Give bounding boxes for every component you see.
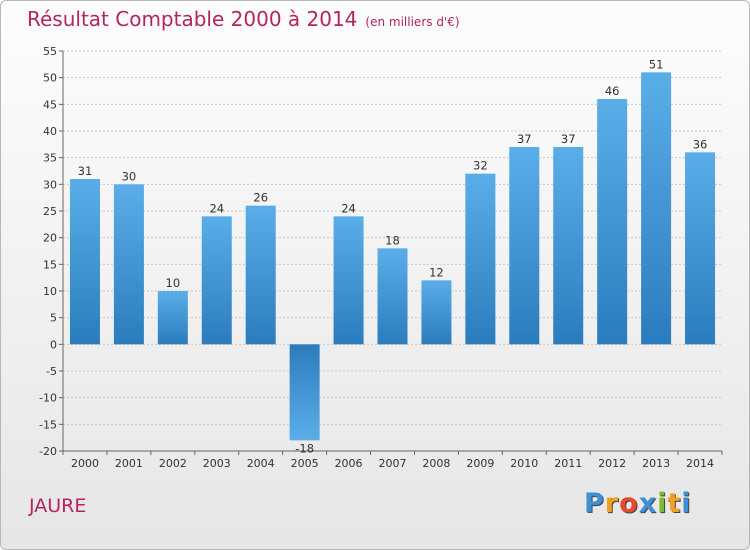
value-label-2002: 10 <box>166 276 181 290</box>
y-tick-label: 55 <box>43 45 57 58</box>
logo-letter: r <box>604 488 620 519</box>
bar-2010 <box>509 147 540 345</box>
labels: 5550454035302520151050-5-10-15-203120003… <box>39 45 714 470</box>
bar-2007 <box>377 248 408 345</box>
y-tick-label: 15 <box>43 258 57 271</box>
x-tick-label-2004: 2004 <box>247 457 275 470</box>
bars <box>69 72 716 441</box>
x-tick-label-2002: 2002 <box>159 457 187 470</box>
bar-2001 <box>113 184 144 345</box>
logo-letter: o <box>619 488 639 519</box>
y-tick-label: 50 <box>43 72 57 85</box>
logo-letter: i <box>657 488 668 519</box>
y-tick-label: 30 <box>43 178 57 191</box>
x-tick-label-2013: 2013 <box>642 457 670 470</box>
value-label-2014: 36 <box>693 137 708 151</box>
x-tick-label-2012: 2012 <box>598 457 626 470</box>
y-tick-label: -20 <box>39 445 57 458</box>
value-label-2005: -18 <box>295 441 314 455</box>
y-tick-label: 45 <box>43 98 57 111</box>
bar-2014 <box>685 152 716 345</box>
chart-title-text: Résultat Comptable 2000 à 2014 <box>27 7 358 31</box>
logo-letter: i <box>681 488 692 519</box>
x-tick-label-2003: 2003 <box>203 457 231 470</box>
y-tick-label: -15 <box>39 418 57 431</box>
y-tick-label: 0 <box>50 338 57 351</box>
x-tick-label-2007: 2007 <box>379 457 407 470</box>
logo-letter: t <box>667 488 682 519</box>
bar-2004 <box>245 205 276 345</box>
place-name: JAURE <box>29 495 87 517</box>
x-tick-label-2014: 2014 <box>686 457 714 470</box>
value-label-2011: 37 <box>561 132 576 146</box>
y-tick-label: -5 <box>46 365 57 378</box>
chart-subtitle: (en milliers d'€) <box>365 15 460 29</box>
value-label-2007: 18 <box>385 233 400 247</box>
value-label-2013: 51 <box>649 57 664 71</box>
y-tick-label: 40 <box>43 125 57 138</box>
x-tick-label-2006: 2006 <box>335 457 363 470</box>
y-tick-label: 25 <box>43 205 57 218</box>
value-label-2004: 26 <box>253 191 268 205</box>
value-label-2006: 24 <box>341 201 356 215</box>
x-tick-label-2005: 2005 <box>291 457 319 470</box>
x-tick-label-2010: 2010 <box>510 457 538 470</box>
bar-2008 <box>421 280 452 345</box>
y-tick-label: 35 <box>43 152 57 165</box>
bar-2003 <box>201 216 232 345</box>
x-tick-label-2008: 2008 <box>422 457 450 470</box>
logo-letter: P <box>584 488 605 519</box>
x-tick-label-2011: 2011 <box>554 457 582 470</box>
y-tick-label: -10 <box>39 392 57 405</box>
bar-2013 <box>641 72 672 345</box>
logo-letter: x <box>638 488 658 519</box>
value-label-2012: 46 <box>605 84 620 98</box>
chart-title: Résultat Comptable 2000 à 2014 (en millie… <box>27 7 460 31</box>
bar-2000 <box>69 179 100 345</box>
y-tick-label: 20 <box>43 232 57 245</box>
bar-2006 <box>333 216 364 345</box>
value-label-2000: 31 <box>78 164 93 178</box>
value-label-2008: 12 <box>429 265 444 279</box>
value-label-2001: 30 <box>122 169 137 183</box>
proxiti-logo: Proxiti <box>584 488 692 519</box>
bar-2009 <box>465 173 496 345</box>
bar-2002 <box>157 291 188 345</box>
bar-2005 <box>289 344 320 441</box>
bar-2012 <box>597 99 628 345</box>
value-label-2009: 32 <box>473 159 488 173</box>
y-tick-label: 10 <box>43 285 57 298</box>
x-tick-label-2001: 2001 <box>115 457 143 470</box>
x-tick-label-2000: 2000 <box>71 457 99 470</box>
bar-2011 <box>553 147 584 345</box>
x-tick-label-2009: 2009 <box>466 457 494 470</box>
axes <box>59 50 723 455</box>
value-label-2003: 24 <box>209 201 224 215</box>
y-tick-label: 5 <box>50 312 57 325</box>
value-label-2010: 37 <box>517 132 532 146</box>
